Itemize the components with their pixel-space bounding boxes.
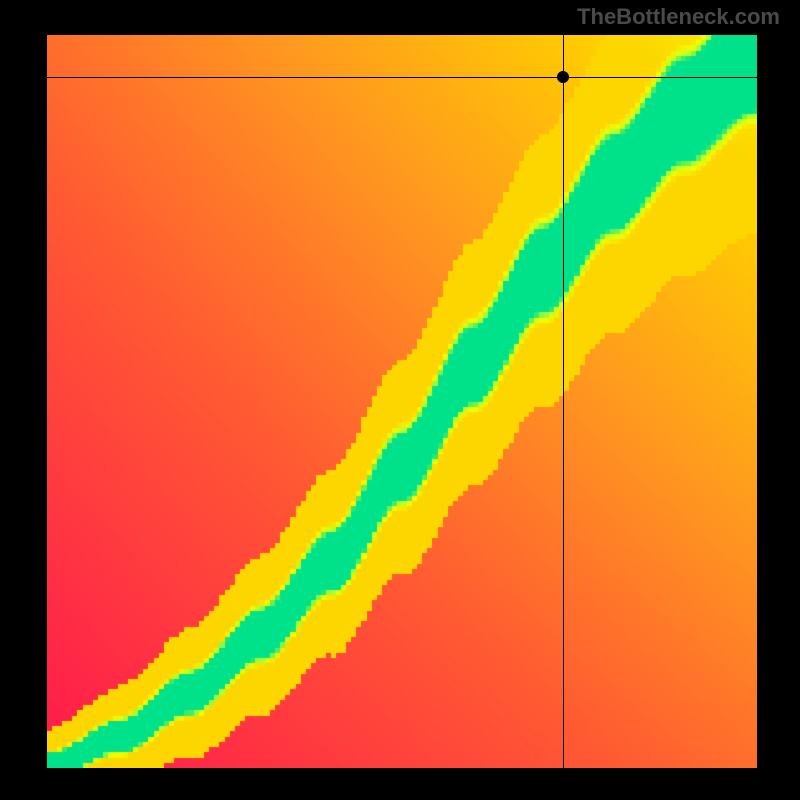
marker-dot bbox=[557, 71, 569, 83]
crosshair-vertical bbox=[563, 35, 564, 768]
crosshair-horizontal bbox=[47, 77, 757, 78]
heatmap-canvas bbox=[47, 35, 757, 768]
watermark-text: TheBottleneck.com bbox=[577, 4, 780, 30]
